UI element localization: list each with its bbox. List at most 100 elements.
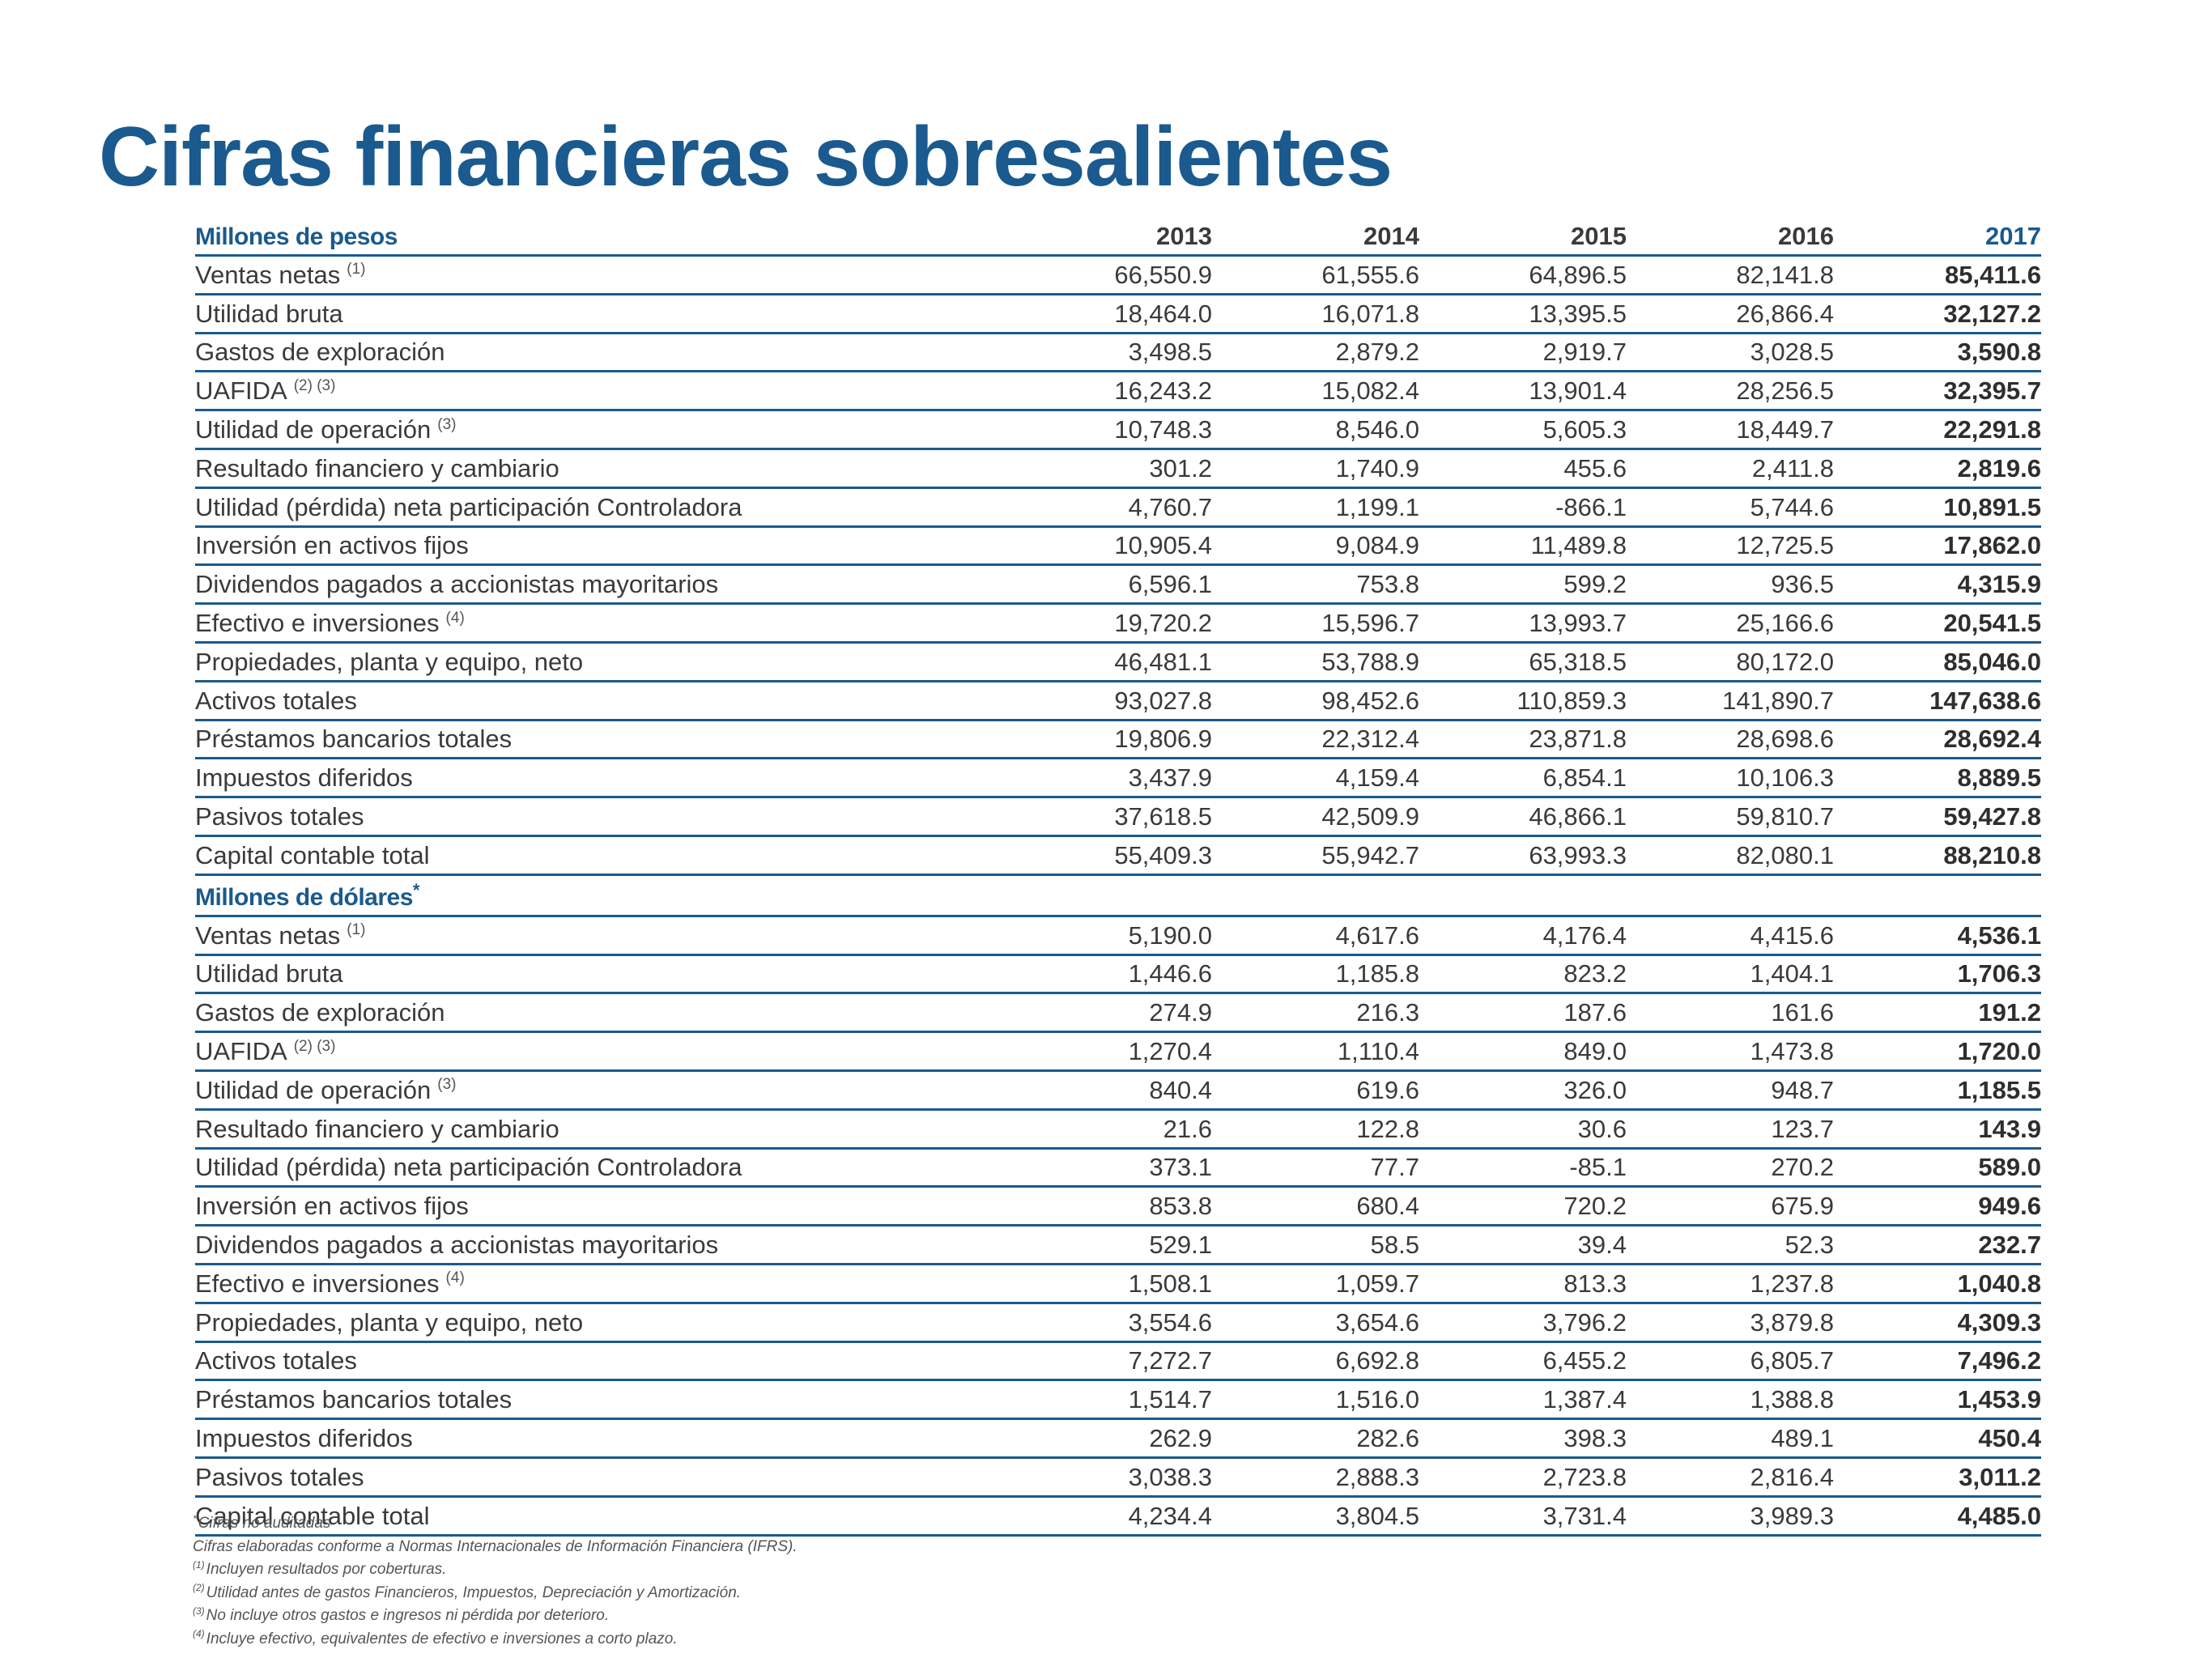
value-cell: 64,896.5 <box>1419 255 1627 295</box>
value-cell: 948.7 <box>1627 1070 1834 1111</box>
value-cell: 4,176.4 <box>1419 916 1627 956</box>
table-row: Efectivo e inversiones (4) 1,508.1 1,059.7 8… <box>195 1264 2041 1304</box>
value-cell: 1,059.7 <box>1212 1264 1419 1304</box>
value-cell: 3,804.5 <box>1212 1496 1419 1537</box>
row-label-text: Impuestos diferidos <box>195 763 413 793</box>
value-cell: 19,720.2 <box>1005 603 1212 644</box>
footnote: (4) Incluye efectivo, equivalentes de efe… <box>193 1628 798 1652</box>
row-label-text: Utilidad de operación <box>195 1075 432 1104</box>
value-cell: 85,411.6 <box>1834 255 2041 295</box>
table-row: Resultado financiero y cambiario 301.2 1,7… <box>195 449 2041 489</box>
row-label: Utilidad (pérdida) neta participación Co… <box>195 487 1005 528</box>
value-cell: 3,437.9 <box>1005 758 1212 799</box>
table-row: Pasivos totales 3,038.3 2,888.3 2,723.8 2,81… <box>195 1457 2041 1498</box>
value-cell: 6,596.1 <box>1005 564 1212 606</box>
value-cell: 216.3 <box>1212 993 1419 1034</box>
value-cell: 22,291.8 <box>1834 410 2041 450</box>
value-cell: 3,731.4 <box>1419 1496 1627 1537</box>
value-cell: 123.7 <box>1627 1109 1834 1150</box>
value-cell: 30.6 <box>1419 1109 1627 1150</box>
value-cell: 680.4 <box>1212 1186 1419 1227</box>
table-row: Utilidad (pérdida) neta participación Co… <box>195 487 2041 528</box>
value-cell: 122.8 <box>1212 1109 1419 1150</box>
row-label-text: Resultado financiero y cambiario <box>195 1114 559 1143</box>
value-cell: 1,514.7 <box>1005 1380 1212 1421</box>
value-cell: 8,546.0 <box>1212 410 1419 450</box>
footnote-reference: (1) <box>347 261 366 278</box>
row-label: Capital contable total <box>195 835 1005 876</box>
value-cell: 80,172.0 <box>1627 642 1834 682</box>
row-label: Utilidad de operación (3) <box>195 410 1005 450</box>
row-label-text: Impuestos diferidos <box>195 1423 413 1452</box>
section-label: Millones de pesos <box>195 215 1005 257</box>
value-cell: 61,555.6 <box>1212 255 1419 295</box>
value-cell: 3,590.8 <box>1834 333 2041 373</box>
section-label-text: Millones de pesos <box>195 223 398 250</box>
footnote-reference: (3) <box>437 1076 457 1094</box>
value-cell: 1,040.8 <box>1834 1264 2041 1304</box>
footnote-text: Cifras no auditadas <box>198 1515 331 1532</box>
value-cell: 13,395.5 <box>1419 294 1627 334</box>
row-label: Resultado financiero y cambiario <box>195 1109 1005 1150</box>
value-cell: 52.3 <box>1627 1225 1834 1265</box>
footnote-mark: (1) <box>193 1558 205 1571</box>
value-cell: 26,866.4 <box>1627 294 1834 334</box>
row-label-text: Préstamos bancarios totales <box>195 725 513 754</box>
empty-header-cell <box>1212 874 1419 917</box>
value-cell: 813.3 <box>1419 1264 1627 1304</box>
value-cell: 1,453.9 <box>1834 1380 2041 1421</box>
footnote-reference: (2) (3) <box>293 376 336 394</box>
row-label: Propiedades, planta y equipo, neto <box>195 642 1005 682</box>
value-cell: 82,141.8 <box>1627 255 1834 295</box>
table-row: Gastos de exploración 3,498.5 2,879.2 2,919… <box>195 333 2041 373</box>
row-label-text: Propiedades, planta y equipo, neto <box>195 1307 584 1337</box>
row-label: UAFIDA (2) (3) <box>195 1031 1005 1072</box>
value-cell: 187.6 <box>1419 993 1627 1034</box>
value-cell: 1,270.4 <box>1005 1031 1212 1072</box>
value-cell: 66,550.9 <box>1005 255 1212 295</box>
row-label: Impuestos diferidos <box>195 1418 1005 1459</box>
value-cell: 59,810.7 <box>1627 797 1834 837</box>
row-label: Efectivo e inversiones (4) <box>195 1264 1005 1304</box>
value-cell: 4,159.4 <box>1212 758 1419 799</box>
row-label: Ventas netas (1) <box>195 916 1005 956</box>
value-cell: 28,256.5 <box>1627 371 1834 412</box>
value-cell: 936.5 <box>1627 564 1834 606</box>
value-cell: 4,234.4 <box>1005 1496 1212 1537</box>
row-label-text: Préstamos bancarios totales <box>195 1385 513 1414</box>
value-cell: 1,199.1 <box>1212 487 1419 528</box>
value-cell: 1,508.1 <box>1005 1264 1212 1304</box>
footnote-reference: (4) <box>445 1269 465 1287</box>
row-label-text: UAFIDA <box>195 1036 287 1065</box>
row-label: Utilidad bruta <box>195 954 1005 995</box>
value-cell: 398.3 <box>1419 1418 1627 1459</box>
value-cell: 2,819.6 <box>1834 449 2041 489</box>
table-row: Capital contable total 4,234.4 3,804.5 3,73… <box>195 1496 2041 1537</box>
value-cell: 1,720.0 <box>1834 1031 2041 1072</box>
footnote-text: Utilidad antes de gastos Financieros, Im… <box>206 1584 742 1601</box>
table-row: Gastos de exploración 274.9 216.3 187.6 161.… <box>195 993 2041 1034</box>
value-cell: 77.7 <box>1212 1148 1419 1188</box>
value-cell: 4,485.0 <box>1834 1496 2041 1537</box>
value-cell: 15,596.7 <box>1212 603 1419 644</box>
value-cell: 143.9 <box>1834 1109 2041 1150</box>
row-label: Gastos de exploración <box>195 333 1005 373</box>
value-cell: 6,805.7 <box>1627 1341 1834 1382</box>
value-cell: 3,554.6 <box>1005 1303 1212 1343</box>
value-cell: 753.8 <box>1212 564 1419 606</box>
table-row: Pasivos totales 37,618.5 42,509.9 46,866.1 5… <box>195 797 2041 837</box>
section-label-text: Millones de dólares <box>195 883 413 911</box>
value-cell: 191.2 <box>1834 993 2041 1034</box>
row-label-text: Pasivos totales <box>195 801 364 831</box>
footnote-text: Incluye efectivo, equivalentes de efecti… <box>206 1630 678 1647</box>
row-label-text: Propiedades, planta y equipo, neto <box>195 647 584 676</box>
value-cell: 58.5 <box>1212 1225 1419 1265</box>
value-cell: 110,859.3 <box>1419 681 1627 721</box>
value-cell: 232.7 <box>1834 1225 2041 1265</box>
value-cell: 282.6 <box>1212 1418 1419 1459</box>
table-row: Efectivo e inversiones (4) 19,720.2 15,596.… <box>195 603 2041 644</box>
row-label-text: Activos totales <box>195 1346 357 1375</box>
value-cell: 12,725.5 <box>1627 526 1834 567</box>
value-cell: 3,654.6 <box>1212 1303 1419 1343</box>
value-cell: 37,618.5 <box>1005 797 1212 837</box>
